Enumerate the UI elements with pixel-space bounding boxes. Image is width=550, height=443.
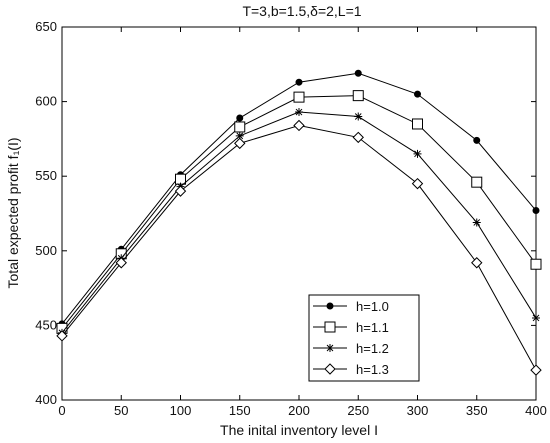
legend: h=1.0 h=1.1 h=1.2 h=1.3 [308,294,420,382]
plot-area-frame [61,26,537,401]
y-axis-title: Total expected profit f₁(I) [5,137,21,288]
data-point-diamond [530,364,542,376]
data-point-square [412,118,423,130]
y-tick-label: 450 [35,317,57,332]
x-axis: 0 50 100 150 200 250 300 350 400 [58,27,547,418]
data-point-diamond [293,119,305,132]
data-point-square [324,321,336,333]
data-point-circle [473,136,481,144]
data-point-diamond [234,137,246,150]
legend-label: h=1.2 [356,341,389,356]
data-point-square [530,258,542,270]
data-point-square [352,90,364,102]
data-point-asterisk [235,131,244,140]
series-h=1.1 [56,90,542,334]
data-point-diamond [324,363,336,375]
x-tick-label: 300 [407,403,429,418]
legend-label: h=1.0 [356,299,389,314]
x-axis-title: The inital inventory level I [220,422,378,438]
chart-title: T=3,b=1.5,δ=2,L=1 [242,3,361,19]
data-point-diamond [56,330,68,342]
data-point-square [471,176,483,188]
x-tick-label: 400 [525,403,547,418]
data-point-diamond [115,257,127,269]
legend-label: h=1.1 [356,320,389,335]
data-point-asterisk [532,313,540,322]
data-point-asterisk [326,344,334,352]
data-point-circle [354,69,362,77]
y-tick-label: 550 [35,168,57,183]
x-tick-label: 350 [466,403,488,418]
x-tick-label: 50 [114,403,128,418]
data-point-asterisk [413,149,422,158]
x-tick-label: 150 [229,403,251,418]
data-point-square [293,91,305,103]
data-point-circle [532,207,540,215]
series-layer [56,69,542,376]
data-point-circle [236,114,244,122]
y-tick-label: 400 [35,392,57,407]
legend-entry: h=1.1 [313,320,389,335]
series-h=1.3 [56,119,542,376]
y-tick-label: 600 [35,94,57,109]
x-tick-label: 200 [288,403,310,418]
y-axis: 400 450 500 550 600 650 [35,19,536,407]
data-point-circle [414,90,421,98]
legend-entry: h=1.2 [313,341,389,356]
y-tick-label: 500 [35,243,57,258]
data-point-asterisk [472,218,481,227]
x-tick-label: 100 [170,403,192,418]
data-point-diamond [471,257,483,269]
data-point-asterisk [295,108,303,117]
x-tick-label: 250 [347,403,369,418]
data-point-asterisk [354,112,363,121]
legend-entry: h=1.0 [313,299,389,314]
legend-entry: h=1.3 [313,362,389,377]
data-point-diamond [174,185,187,197]
data-point-diamond [352,131,364,144]
y-tick-label: 650 [35,19,57,34]
data-point-circle [295,78,303,86]
x-tick-label: 0 [58,403,65,418]
data-point-diamond [411,177,424,190]
data-point-circle [326,302,334,310]
data-point-square [234,121,246,133]
legend-label: h=1.3 [356,362,389,377]
